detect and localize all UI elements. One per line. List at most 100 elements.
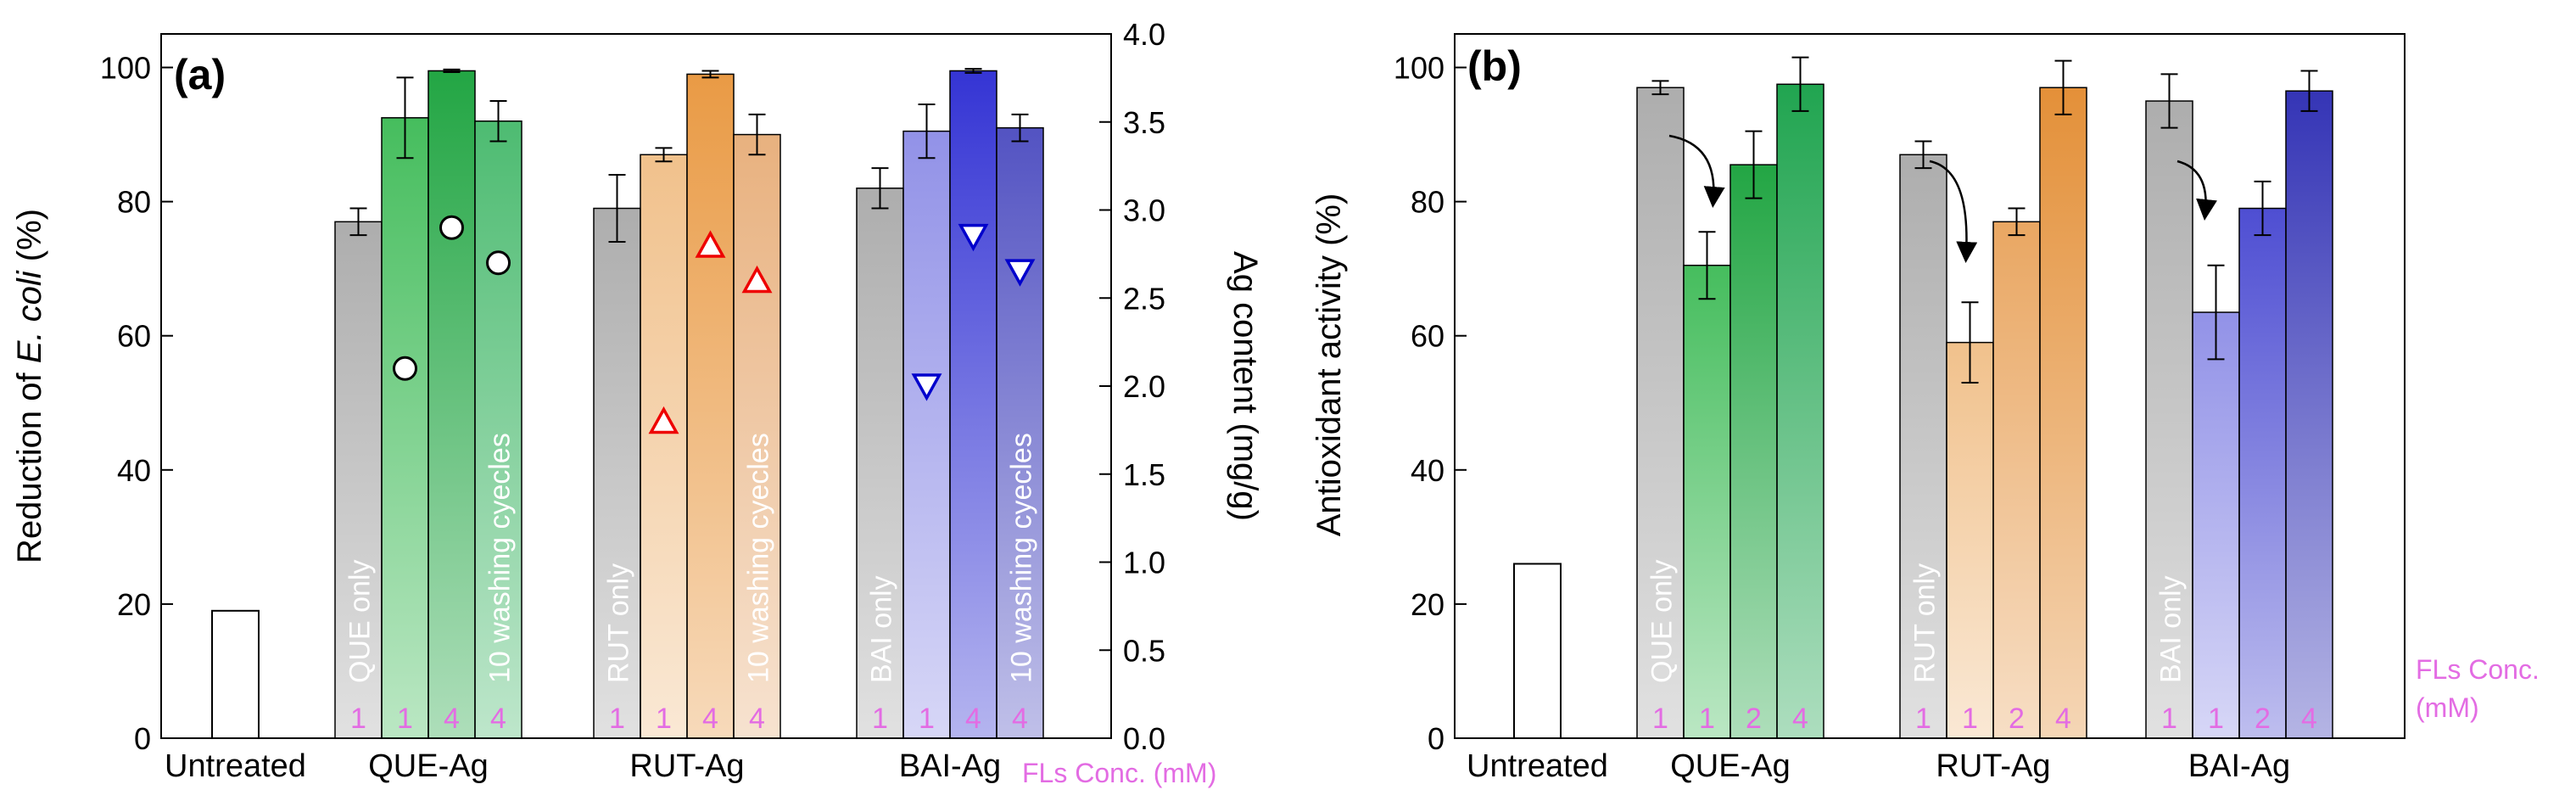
decrease-arrow — [1929, 160, 1978, 263]
y2-tick-label: 0.5 — [1123, 633, 1165, 668]
conc-label: 4 — [1012, 703, 1028, 735]
x-group-label: QUE-Ag — [1670, 748, 1790, 784]
conc-label: 1 — [1962, 703, 1978, 735]
bar-que-3 — [1776, 83, 1824, 739]
conc-label: 4 — [2055, 703, 2071, 735]
conc-label: 2 — [1746, 703, 1762, 735]
conc-label: 1 — [919, 703, 935, 735]
ag-content-marker — [648, 406, 679, 434]
panel-a-y-axis-label: Reduction of E. coli (%) — [11, 209, 48, 563]
conc-label: 1 — [2208, 703, 2224, 735]
ag-content-marker — [1004, 259, 1036, 287]
panel-a-y2-axis-label: Ag content (mg/g) — [1227, 251, 1264, 521]
y-tick-label: 100 — [100, 51, 151, 86]
ag-content-marker — [741, 265, 773, 294]
bar-bai-1 — [2192, 311, 2240, 739]
panel-b-x-labels: Untreated QUE-Ag RUT-Ag BAI-Ag — [1467, 748, 2290, 784]
ag-content-marker — [393, 356, 417, 381]
bar-que-1 — [1683, 264, 1731, 739]
y-tick-label: 0 — [134, 721, 151, 756]
conc-label: 2 — [2255, 703, 2271, 735]
y-tick-label: 60 — [117, 319, 151, 354]
panel-b-label: (b) — [1467, 42, 1522, 90]
conc-label: 1 — [1699, 703, 1715, 735]
bar-label: BAI only — [2155, 575, 2188, 683]
conc-label: 1 — [872, 703, 888, 735]
bar-bai-2 — [2238, 207, 2287, 739]
bar-label: RUT only — [1909, 563, 1942, 683]
bar-rut-0 — [1899, 154, 1947, 739]
panel-a-conc-note: FLs Conc. (mM) — [1022, 758, 1216, 788]
panel-b-y-ticks: 0 20 40 60 80 100 — [1394, 51, 1467, 756]
decrease-arrow — [2176, 160, 2217, 221]
conc-label: 4 — [702, 703, 718, 735]
panel-b-y-axis-label: Antioxidant activity (%) — [1310, 193, 1348, 537]
y2-tick-label: 0.0 — [1123, 721, 1165, 756]
bar-label: RUT only — [603, 563, 635, 683]
bar-que-2 — [1729, 164, 1778, 739]
bar-untreated — [1513, 563, 1562, 739]
bar-que-1 — [381, 117, 429, 739]
panel-b-chart: (b) Antioxidant activity (%) 02040608010… — [1310, 33, 2540, 784]
conc-label: 1 — [1652, 703, 1668, 735]
panel-a-label: (a) — [174, 51, 226, 98]
bar-label: QUE only — [344, 560, 377, 684]
bar-label: 10 washing cyecles — [484, 433, 517, 683]
x-group-label: Untreated — [165, 748, 306, 784]
conc-label: 1 — [397, 703, 413, 735]
x-group-label: QUE-Ag — [368, 748, 488, 784]
y2-tick-label: 3.5 — [1123, 105, 1165, 140]
panel-a-y-ticks: 0 20 40 60 80 100 — [100, 51, 173, 756]
panel-b-conc-note-line2: (mM) — [2416, 692, 2479, 723]
bar-label: 10 washing cyecles — [743, 433, 775, 683]
bar-rut-1 — [640, 154, 688, 739]
conc-label: 4 — [490, 703, 506, 735]
bar-untreated — [211, 609, 260, 739]
bar-bai-3 — [2285, 90, 2333, 739]
y-tick-label: 40 — [1411, 453, 1444, 488]
ag-content-marker — [958, 223, 989, 252]
bar-label: BAI only — [866, 575, 898, 683]
x-group-label: BAI-Ag — [899, 748, 1001, 784]
conc-label: 4 — [965, 703, 981, 735]
panel-a-chart: (a) Reduction of E. coli (%) Ag content … — [11, 17, 1264, 788]
bar-bai-3 — [996, 126, 1044, 739]
bar-bai-2 — [949, 70, 997, 739]
conc-label: 4 — [1792, 703, 1808, 735]
bar-label: QUE only — [1646, 560, 1679, 684]
panel-a-x-labels: Untreated QUE-Ag RUT-Ag BAI-Ag — [165, 748, 1001, 784]
y2-tick-label: 2.0 — [1123, 369, 1165, 404]
bar-rut-1 — [1946, 341, 1994, 739]
y-tick-label: 80 — [117, 185, 151, 220]
conc-label: 4 — [444, 703, 460, 735]
conc-label: 1 — [350, 703, 366, 735]
bar-que-0 — [1636, 87, 1685, 739]
bar-que-2 — [427, 70, 476, 739]
conc-label: 2 — [2009, 703, 2025, 735]
conc-label: 1 — [609, 703, 625, 735]
panel-b-conc-note-line1: FLs Conc. — [2416, 654, 2540, 685]
ag-content-marker — [439, 215, 464, 240]
y-tick-label: 80 — [1411, 185, 1444, 220]
y-tick-label: 40 — [117, 453, 151, 488]
bar-rut-2 — [1992, 221, 2041, 739]
decrease-arrow — [1668, 134, 1725, 208]
y2-tick-label: 2.5 — [1123, 281, 1165, 316]
conc-label: 1 — [1915, 703, 1931, 735]
ag-content-marker — [695, 230, 726, 258]
bar-label: 10 washing cyecles — [1006, 433, 1038, 683]
x-group-label: Untreated — [1467, 748, 1608, 784]
y-tick-label: 100 — [1394, 51, 1444, 86]
y2-tick-label: 4.0 — [1123, 17, 1165, 52]
y2-tick-label: 1.0 — [1123, 546, 1165, 580]
bar-bai-0 — [856, 188, 904, 739]
y-tick-label: 60 — [1411, 319, 1444, 354]
panel-a-y2-ticks: 0.0 0.5 1.0 1.5 2.0 2.5 3.0 3.5 4.0 — [1099, 17, 1165, 756]
y2-tick-label: 1.5 — [1123, 457, 1165, 492]
y-tick-label: 20 — [1411, 587, 1444, 622]
bar-bai-1 — [902, 130, 951, 739]
x-group-label: RUT-Ag — [629, 748, 744, 784]
